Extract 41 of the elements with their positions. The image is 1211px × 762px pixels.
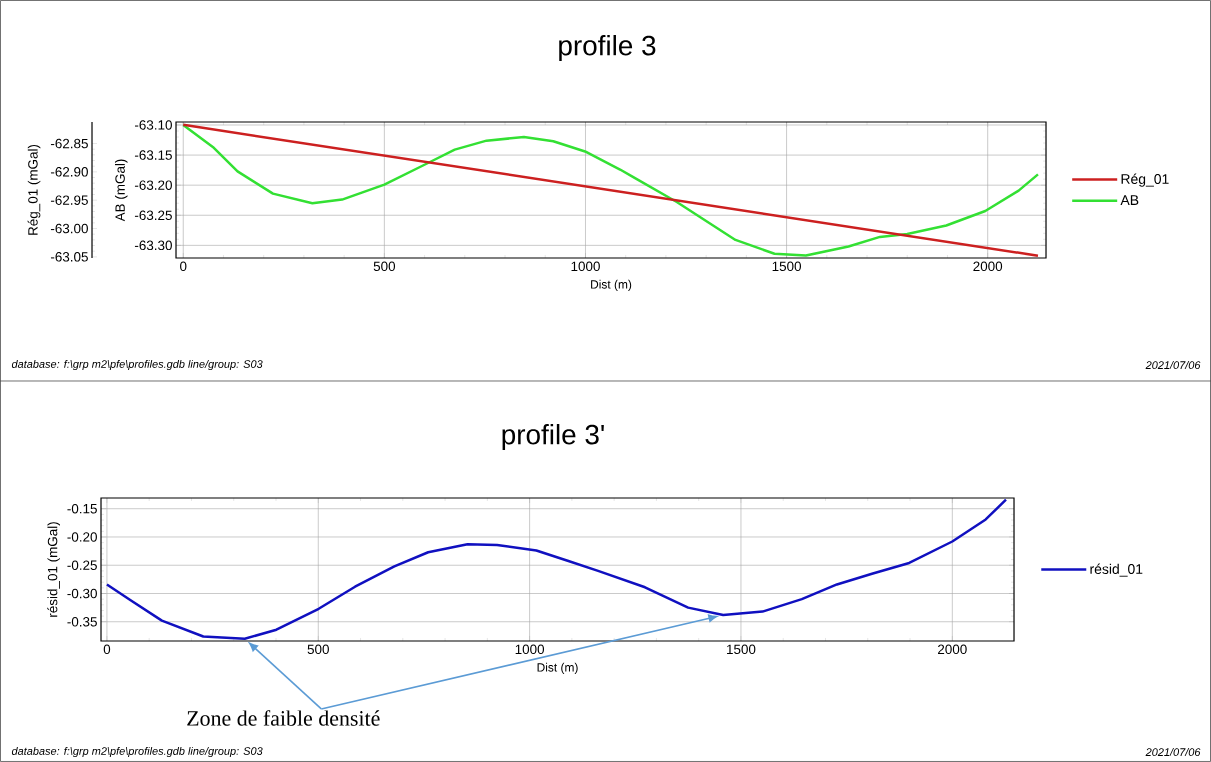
- y2-tick-label: -63.00: [50, 223, 88, 234]
- line-series: [105, 498, 1008, 640]
- y-tick-label: -63.15: [134, 150, 172, 160]
- text: 2021/07/06: [1145, 747, 1201, 757]
- text: database: f:\grp m2\pfe\profiles.gdb line/group: S03: [11, 359, 263, 371]
- y-tick-label: -63.10: [134, 120, 172, 130]
- y-tick-label: -0.20: [67, 532, 97, 542]
- y-tick-label: -63.30: [134, 240, 172, 251]
- legend-label: AB: [1120, 195, 1139, 205]
- y2-tick-label: -62.95: [50, 195, 88, 205]
- x-tick-label: 1000: [515, 644, 545, 655]
- y2-axis-title: Rég_01 (mGal): [27, 144, 41, 235]
- y-tick-label: -63.25: [134, 210, 172, 221]
- chart-title: profile 3: [559, 35, 656, 61]
- y-tick-label: -0.25: [67, 560, 97, 570]
- legend-label: résid_01: [1090, 563, 1143, 577]
- y-axis-title: AB (mGal): [114, 159, 128, 222]
- y-tick-label: -63.20: [134, 180, 172, 190]
- text: database: f:\grp m2\pfe\profiles.gdb line/group: S03: [11, 746, 263, 758]
- x-tick-label: 1500: [727, 644, 756, 655]
- x-tick-label: 1000: [571, 261, 600, 272]
- y-tick-label: -0.35: [67, 617, 97, 627]
- x-tick-label: 0: [180, 261, 187, 272]
- legend-label: Rég_01: [1121, 173, 1169, 187]
- chart-title: profile 3': [502, 424, 604, 450]
- x-tick-label: 2000: [938, 644, 967, 655]
- x-axis-title: Dist (m): [537, 662, 578, 674]
- text: 2021/07/06: [1145, 360, 1201, 370]
- x-tick-label: 500: [373, 261, 396, 272]
- y2-tick-label: -62.85: [50, 138, 88, 149]
- y-tick-label: -0.15: [67, 503, 97, 514]
- y-axis-title: résid_01 (mGal): [47, 522, 60, 617]
- x-tick-label: 500: [307, 644, 329, 655]
- x-tick-label: 2000: [973, 261, 1003, 272]
- x-axis-title: Dist (m): [591, 279, 632, 291]
- y2-tick-label: -62.90: [50, 167, 88, 177]
- x-tick-label: 0: [103, 644, 111, 655]
- text: Zone de faible densité: [187, 710, 380, 726]
- x-tick-label: 1500: [772, 261, 802, 272]
- y2-tick-label: -63.05: [50, 252, 88, 262]
- y-tick-label: -0.30: [67, 588, 97, 599]
